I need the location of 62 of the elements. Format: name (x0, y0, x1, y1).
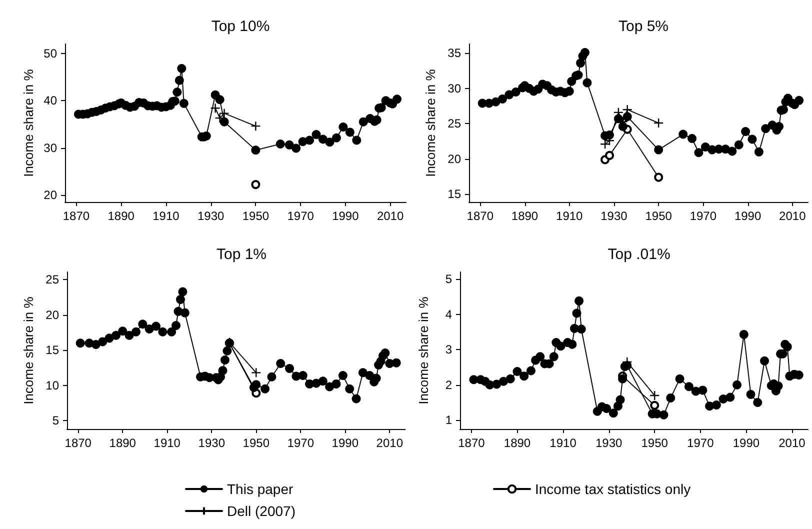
y-tick-label: 5 (52, 414, 60, 428)
x-tick-label: 1910 (550, 436, 577, 450)
y-tick-label: 20 (44, 188, 58, 202)
y-tick-label: 10 (46, 378, 60, 392)
x-tick-label: 1950 (641, 436, 668, 450)
y-axis-title: Income share in % (21, 68, 36, 177)
x-tick-label: 1890 (109, 436, 136, 450)
y-tick-label: 25 (448, 116, 462, 131)
x-tick-label: 1910 (154, 436, 181, 450)
y-tick-label: 35 (448, 46, 462, 60)
x-tick-label: 1930 (197, 209, 224, 223)
y-tick-label: 1 (445, 413, 452, 428)
legend-label: Dell (2007) (227, 503, 296, 519)
x-tick-label: 2010 (778, 436, 806, 450)
x-tick-label: 1970 (287, 436, 314, 450)
x-tick-label: 1930 (198, 436, 226, 450)
y-tick-label: 30 (448, 81, 462, 96)
x-tick-label: 1890 (511, 209, 538, 223)
y-tick-label: 5 (445, 272, 452, 286)
x-tick-label: 1970 (687, 436, 714, 450)
x-tick-label: 1970 (287, 209, 314, 223)
x-tick-label: 1990 (332, 436, 359, 450)
y-axis-title: Income share in % (422, 68, 438, 177)
x-tick-label: 1990 (732, 436, 760, 450)
x-tick-label: 1950 (645, 209, 672, 223)
x-tick-label: 1870 (62, 209, 90, 223)
x-tick-label: 1890 (108, 209, 135, 223)
y-tick-label: 2 (445, 378, 452, 392)
x-tick-label: 2010 (376, 436, 404, 450)
chart-title: Top 1% (216, 246, 267, 263)
legend-label: This paper (227, 481, 294, 497)
x-tick-label: 1970 (690, 209, 717, 223)
x-tick-label: 1930 (595, 436, 622, 450)
y-tick-label: 20 (448, 152, 462, 166)
y-tick-label: 15 (46, 343, 60, 358)
x-tick-label: 1930 (600, 209, 628, 223)
legend-label: Income tax statistics only (535, 481, 691, 497)
y-tick-label: 4 (445, 307, 452, 322)
chart-title: Top 10% (211, 18, 270, 35)
x-tick-label: 1910 (152, 209, 180, 223)
x-tick-label: 1870 (64, 436, 92, 450)
y-tick-label: 25 (46, 272, 60, 287)
x-tick-label: 1990 (734, 209, 762, 223)
y-axis-title: Income share in % (416, 296, 431, 404)
x-tick-label: 1890 (504, 436, 531, 450)
chart-title: Top .01% (608, 246, 670, 263)
y-tick-label: 30 (44, 140, 58, 155)
y-tick-label: 50 (44, 46, 58, 60)
y-tick-label: 15 (448, 187, 462, 202)
y-tick-label: 3 (445, 342, 452, 357)
x-tick-label: 2010 (376, 209, 404, 223)
y-tick-label: 40 (44, 94, 58, 108)
chart-title: Top 5% (618, 18, 669, 35)
x-tick-label: 1990 (332, 209, 360, 223)
x-tick-label: 2010 (779, 209, 806, 223)
y-axis-title: Income share in % (20, 296, 36, 404)
y-tick-label: 20 (46, 308, 60, 322)
x-tick-label: 1870 (458, 436, 486, 450)
x-tick-label: 1870 (466, 209, 494, 223)
x-tick-label: 1950 (242, 436, 270, 450)
x-tick-label: 1950 (242, 209, 270, 223)
x-tick-label: 1910 (556, 209, 584, 223)
